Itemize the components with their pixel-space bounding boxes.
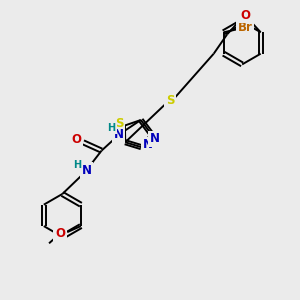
Text: N: N [82, 164, 92, 177]
Text: Br: Br [238, 21, 252, 34]
Text: S: S [166, 94, 174, 107]
Text: H: H [107, 123, 115, 133]
Text: N: N [149, 132, 160, 145]
Text: O: O [55, 227, 65, 240]
Text: O: O [240, 9, 250, 22]
Text: N: N [143, 138, 153, 151]
Text: O: O [72, 134, 82, 146]
Text: N: N [114, 128, 124, 141]
Text: S: S [115, 118, 124, 130]
Text: H: H [73, 160, 81, 170]
